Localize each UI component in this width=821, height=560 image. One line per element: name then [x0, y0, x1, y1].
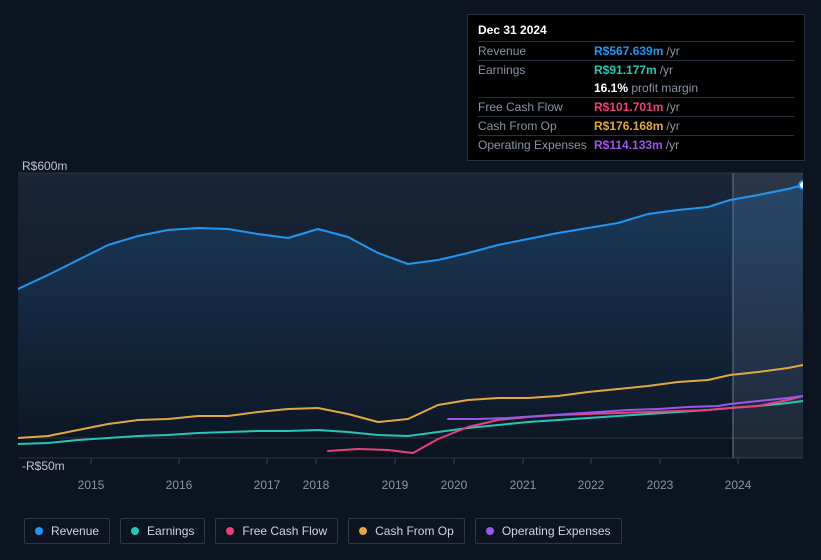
- tooltip-label: Revenue: [478, 44, 594, 58]
- tooltip-margin-text2: profit margin: [631, 81, 698, 95]
- financial-chart[interactable]: [18, 160, 803, 480]
- tooltip-unit: /yr: [660, 63, 673, 77]
- tooltip-label: Free Cash Flow: [478, 100, 594, 114]
- x-ticks: [91, 458, 738, 464]
- tooltip-row-opex: Operating Expenses R$114.133m /yr: [478, 135, 794, 154]
- legend-dot-icon: [359, 527, 367, 535]
- chart-tooltip: Dec 31 2024 Revenue R$567.639m /yr Earni…: [467, 14, 805, 161]
- legend-dot-icon: [226, 527, 234, 535]
- tooltip-subrow-margin: 16.1% profit margin: [478, 79, 794, 97]
- x-axis-labels: 2015 2016 2017 2018 2019 2020 2021 2022 …: [18, 478, 803, 494]
- x-label: 2024: [725, 478, 752, 492]
- x-label: 2017: [254, 478, 281, 492]
- legend-label: Operating Expenses: [502, 524, 611, 538]
- x-label: 2018: [303, 478, 330, 492]
- tooltip-label: Operating Expenses: [478, 138, 594, 152]
- legend-item-earnings[interactable]: Earnings: [120, 518, 205, 544]
- legend-label: Free Cash Flow: [242, 524, 327, 538]
- legend-item-cfo[interactable]: Cash From Op: [348, 518, 465, 544]
- legend-label: Earnings: [147, 524, 194, 538]
- x-label: 2021: [510, 478, 537, 492]
- tooltip-value: R$91.177m: [594, 63, 657, 77]
- tooltip-unit: /yr: [666, 138, 679, 152]
- tooltip-unit: /yr: [666, 119, 679, 133]
- tooltip-date: Dec 31 2024: [478, 21, 794, 41]
- tooltip-unit: /yr: [666, 44, 679, 58]
- chart-container: [18, 160, 803, 500]
- legend-item-opex[interactable]: Operating Expenses: [475, 518, 622, 544]
- tooltip-row-revenue: Revenue R$567.639m /yr: [478, 41, 794, 60]
- tooltip-row-fcf: Free Cash Flow R$101.701m /yr: [478, 97, 794, 116]
- legend-label: Revenue: [51, 524, 99, 538]
- x-label: 2016: [166, 478, 193, 492]
- x-label: 2023: [647, 478, 674, 492]
- x-label: 2019: [382, 478, 409, 492]
- tooltip-margin-pct: 16.1%: [594, 81, 628, 95]
- tooltip-value: R$567.639m: [594, 44, 663, 58]
- legend-item-fcf[interactable]: Free Cash Flow: [215, 518, 338, 544]
- revenue-end-marker: [799, 181, 803, 189]
- legend-dot-icon: [35, 527, 43, 535]
- tooltip-value: R$101.701m: [594, 100, 663, 114]
- tooltip-label: Cash From Op: [478, 119, 594, 133]
- tooltip-label: Earnings: [478, 63, 594, 77]
- legend-dot-icon: [486, 527, 494, 535]
- tooltip-value: R$114.133m: [594, 138, 663, 152]
- tooltip-row-cfo: Cash From Op R$176.168m /yr: [478, 116, 794, 135]
- tooltip-unit: /yr: [666, 100, 679, 114]
- legend-dot-icon: [131, 527, 139, 535]
- x-label: 2020: [441, 478, 468, 492]
- tooltip-value: R$176.168m: [594, 119, 663, 133]
- x-label: 2022: [578, 478, 605, 492]
- legend-label: Cash From Op: [375, 524, 454, 538]
- legend-item-revenue[interactable]: Revenue: [24, 518, 110, 544]
- legend: Revenue Earnings Free Cash Flow Cash Fro…: [24, 518, 622, 544]
- x-label: 2015: [78, 478, 105, 492]
- tooltip-row-earnings: Earnings R$91.177m /yr: [478, 60, 794, 79]
